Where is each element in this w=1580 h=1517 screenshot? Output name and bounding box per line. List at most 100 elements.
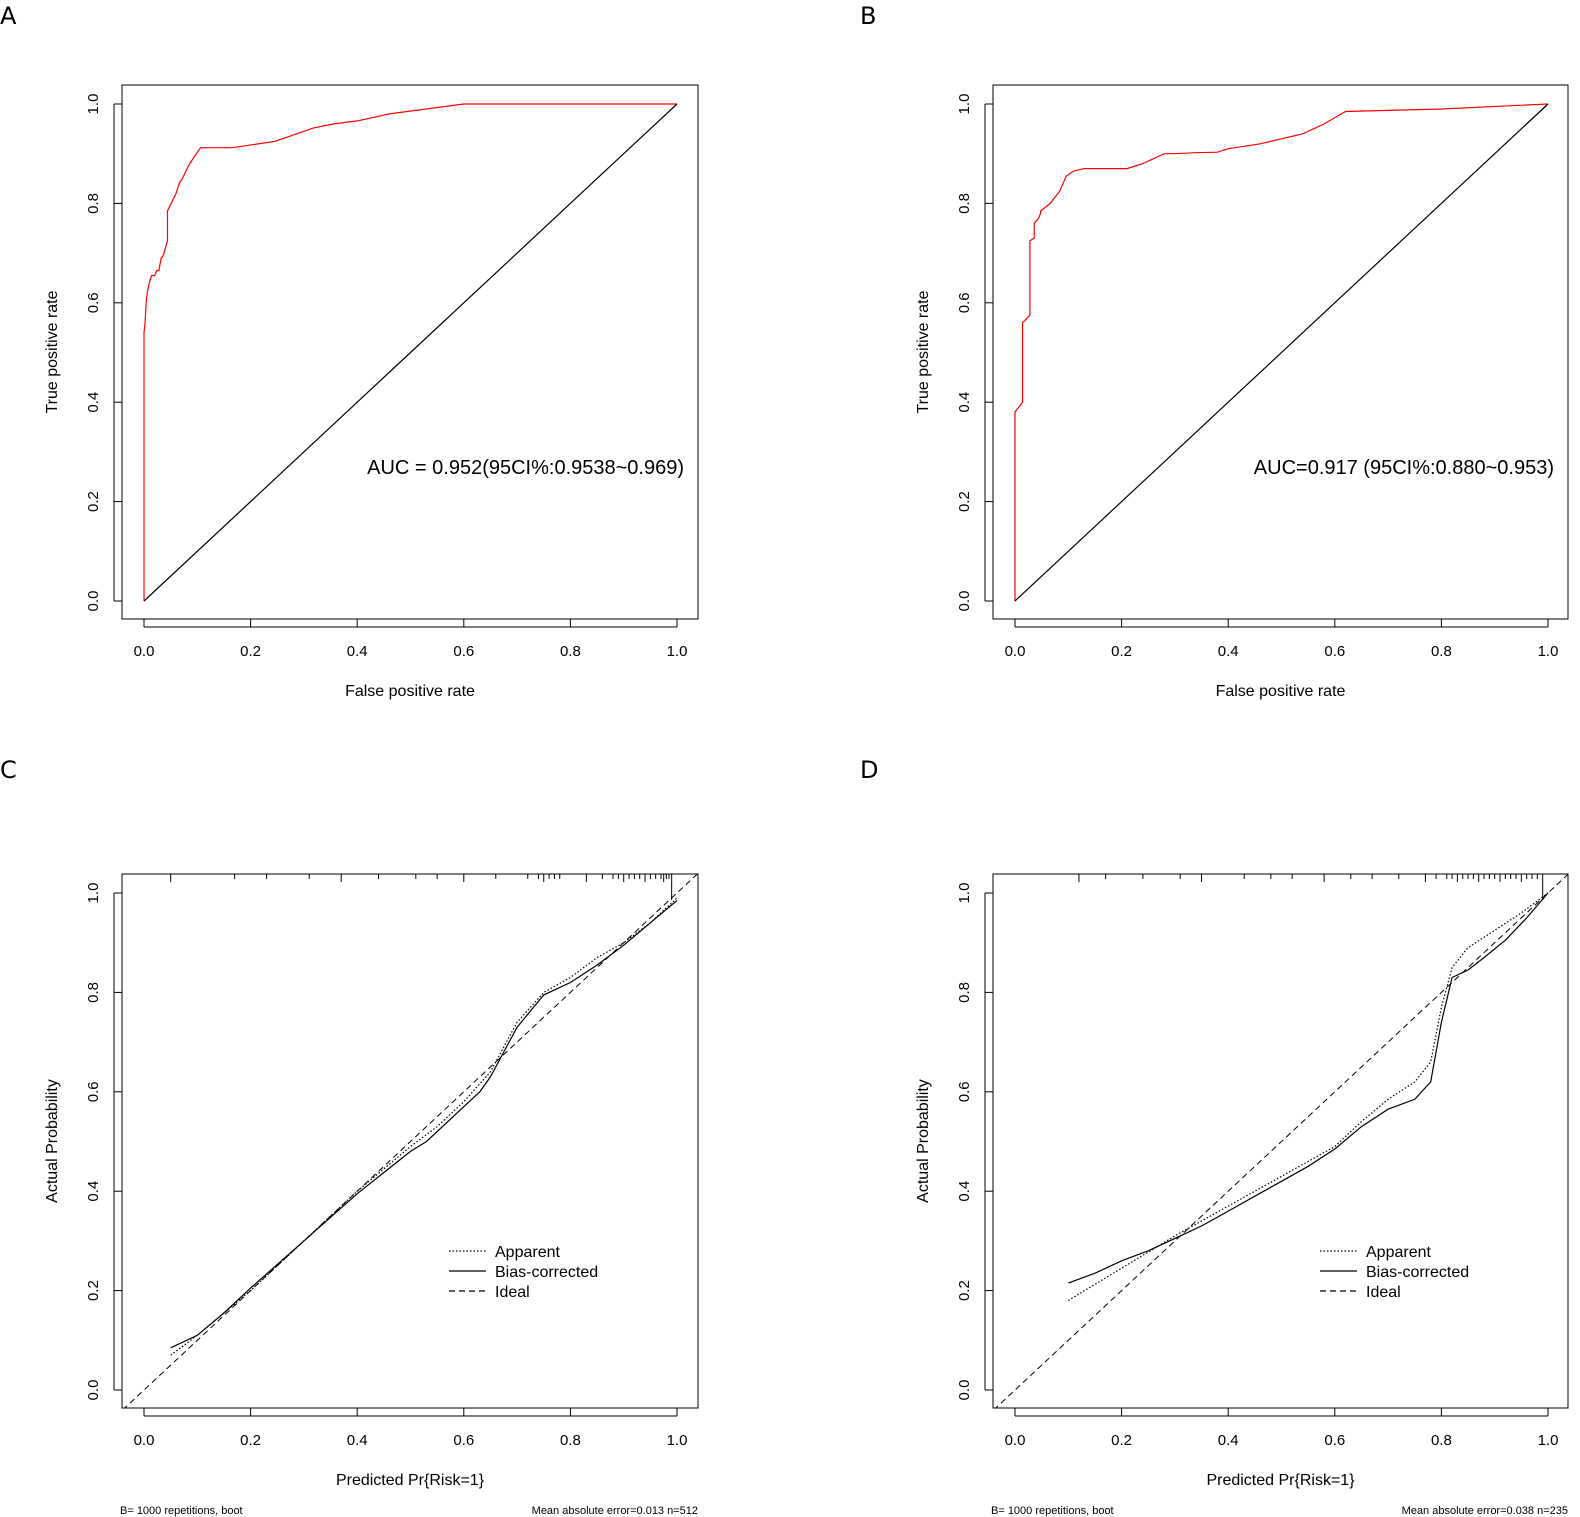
series-ideal <box>124 874 698 1408</box>
footer-left: B= 1000 repetitions, boot <box>120 1505 243 1517</box>
x-tick-label: 0.2 <box>240 643 261 660</box>
footer-right: Mean absolute error=0.038 n=235 <box>1402 1505 1568 1517</box>
series-group <box>1014 103 1549 602</box>
panel-label: D <box>860 756 878 784</box>
x-tick-label: 0.2 <box>1111 643 1132 660</box>
x-tick-label: 0.8 <box>1431 1432 1452 1449</box>
y-tick-label: 0.8 <box>85 193 102 214</box>
x-tick-label: 0.2 <box>1111 1432 1132 1449</box>
x-tick-label: 1.0 <box>1538 643 1559 660</box>
y-tick-label: 1.0 <box>956 94 973 115</box>
series-group <box>124 874 698 1408</box>
y-tick-label: 0.4 <box>85 392 102 413</box>
series-roc <box>143 103 677 601</box>
series-group <box>143 103 678 602</box>
x-tick-label: 0.0 <box>1005 1432 1026 1449</box>
y-tick-label: 0.2 <box>85 1280 102 1301</box>
y-axis: 0.0 0.2 0.4 0.6 0.8 1.0 <box>956 94 993 612</box>
x-tick-label: 0.6 <box>1324 1432 1345 1449</box>
x-tick-label: 0.4 <box>1218 643 1239 660</box>
x-tick-label: 0.4 <box>347 643 368 660</box>
x-tick-label: 0.8 <box>560 643 581 660</box>
x-tick-label: 1.0 <box>1538 1432 1559 1449</box>
panel-label: A <box>0 2 17 30</box>
x-tick-label: 0.8 <box>560 1432 581 1449</box>
x-tick-label: 0.4 <box>1218 1432 1239 1449</box>
y-tick-label: 0.6 <box>85 1081 102 1102</box>
y-tick-label: 0.8 <box>956 193 973 214</box>
panel-c: C 0.0 0.2 0.4 0.6 0.8 1.0 0.0 0.2 0.4 0.6 0.8 1.0 Pre… <box>0 756 699 1517</box>
panel-d: D 0.0 0.2 0.4 0.6 0.8 1.0 0.0 0.2 0.4 0.6 0.8 1.0 Pre… <box>860 756 1569 1517</box>
series-group <box>995 874 1568 1408</box>
y-tick-label: 0.6 <box>85 292 102 313</box>
x-tick-label: 0.2 <box>240 1432 261 1449</box>
plot-frame <box>992 873 1569 1409</box>
x-axis: 0.0 0.2 0.4 0.6 0.8 1.0 <box>134 1408 688 1449</box>
x-tick-label: 0.4 <box>347 1432 368 1449</box>
series-reference <box>143 103 678 602</box>
y-tick-label: 0.4 <box>85 1181 102 1202</box>
y-tick-label: 1.0 <box>956 883 973 904</box>
x-tick-label: 0.6 <box>453 643 474 660</box>
x-axis: 0.0 0.2 0.4 0.6 0.8 1.0 <box>1005 619 1559 660</box>
x-axis: 0.0 0.2 0.4 0.6 0.8 1.0 <box>134 619 688 660</box>
legend: Apparent Bias-corrected Ideal <box>449 1244 598 1301</box>
auc-annotation: AUC=0.917 (95CI%:0.880~0.953) <box>1254 457 1554 479</box>
panel-b: B 0.0 0.2 0.4 0.6 0.8 1.0 0.0 0.2 0.4 0.6 0.8 1.0 Fal… <box>860 2 1569 700</box>
y-tick-label: 0.0 <box>85 591 102 612</box>
legend-label: Ideal <box>495 1284 530 1301</box>
footer-right: Mean absolute error=0.013 n=512 <box>532 1505 698 1517</box>
footer-left: B= 1000 repetitions, boot <box>991 1505 1114 1517</box>
legend-label: Apparent <box>495 1244 560 1261</box>
y-tick-label: 0.4 <box>956 1181 973 1202</box>
series-apparent <box>1067 892 1549 1302</box>
y-tick-label: 0.0 <box>956 1380 973 1401</box>
legend-label: Bias-corrected <box>495 1264 598 1281</box>
rug <box>170 874 673 900</box>
x-tick-label: 0.0 <box>134 1432 155 1449</box>
y-tick-label: 0.6 <box>956 292 973 313</box>
y-tick-label: 1.0 <box>85 883 102 904</box>
y-axis: 0.0 0.2 0.4 0.6 0.8 1.0 <box>85 883 122 1401</box>
x-tick-label: 0.6 <box>1324 643 1345 660</box>
series-bias-corrected <box>1068 892 1549 1284</box>
y-tick-label: 0.0 <box>956 591 973 612</box>
x-axis-title: False positive rate <box>345 683 475 700</box>
y-tick-label: 1.0 <box>85 94 102 115</box>
auc-annotation: AUC = 0.952(95CI%:0.9538~0.969) <box>367 457 684 479</box>
y-axis-title: True positive rate <box>44 290 61 413</box>
y-tick-label: 0.2 <box>85 491 102 512</box>
y-axis-title: Actual Probability <box>44 1079 61 1203</box>
x-axis-title: Predicted Pr{Risk=1} <box>336 1472 485 1489</box>
plot-frame <box>121 873 699 1409</box>
legend-label: Ideal <box>1366 1284 1401 1301</box>
x-axis: 0.0 0.2 0.4 0.6 0.8 1.0 <box>1005 1408 1559 1449</box>
series-ideal <box>995 874 1568 1408</box>
legend-label: Bias-corrected <box>1366 1264 1469 1281</box>
x-tick-label: 0.6 <box>453 1432 474 1449</box>
x-tick-label: 1.0 <box>667 1432 688 1449</box>
panel-label: C <box>0 756 17 784</box>
plot-frame <box>992 84 1569 620</box>
y-tick-label: 0.0 <box>85 1380 102 1401</box>
plot-frame <box>121 84 699 620</box>
rug <box>1078 874 1544 900</box>
y-tick-label: 0.8 <box>85 982 102 1003</box>
x-axis-title: False positive rate <box>1216 683 1346 700</box>
series-bias-corrected <box>170 900 678 1349</box>
panel-a: A 0.0 0.2 0.4 0.6 0.8 1.0 0.0 0.2 0.4 0.6 0.8 1.0 Fal… <box>0 2 699 700</box>
x-tick-label: 1.0 <box>667 643 688 660</box>
y-tick-label: 0.4 <box>956 392 973 413</box>
y-axis-title: True positive rate <box>915 290 932 413</box>
y-tick-label: 0.6 <box>956 1081 973 1102</box>
series-apparent <box>170 897 678 1356</box>
y-tick-label: 0.8 <box>956 982 973 1003</box>
legend-label: Apparent <box>1366 1244 1431 1261</box>
y-axis-title: Actual Probability <box>915 1079 932 1203</box>
series-reference <box>1014 103 1549 602</box>
y-axis: 0.0 0.2 0.4 0.6 0.8 1.0 <box>956 883 993 1401</box>
x-tick-label: 0.0 <box>134 643 155 660</box>
x-tick-label: 0.0 <box>1005 643 1026 660</box>
legend: Apparent Bias-corrected Ideal <box>1320 1244 1469 1301</box>
